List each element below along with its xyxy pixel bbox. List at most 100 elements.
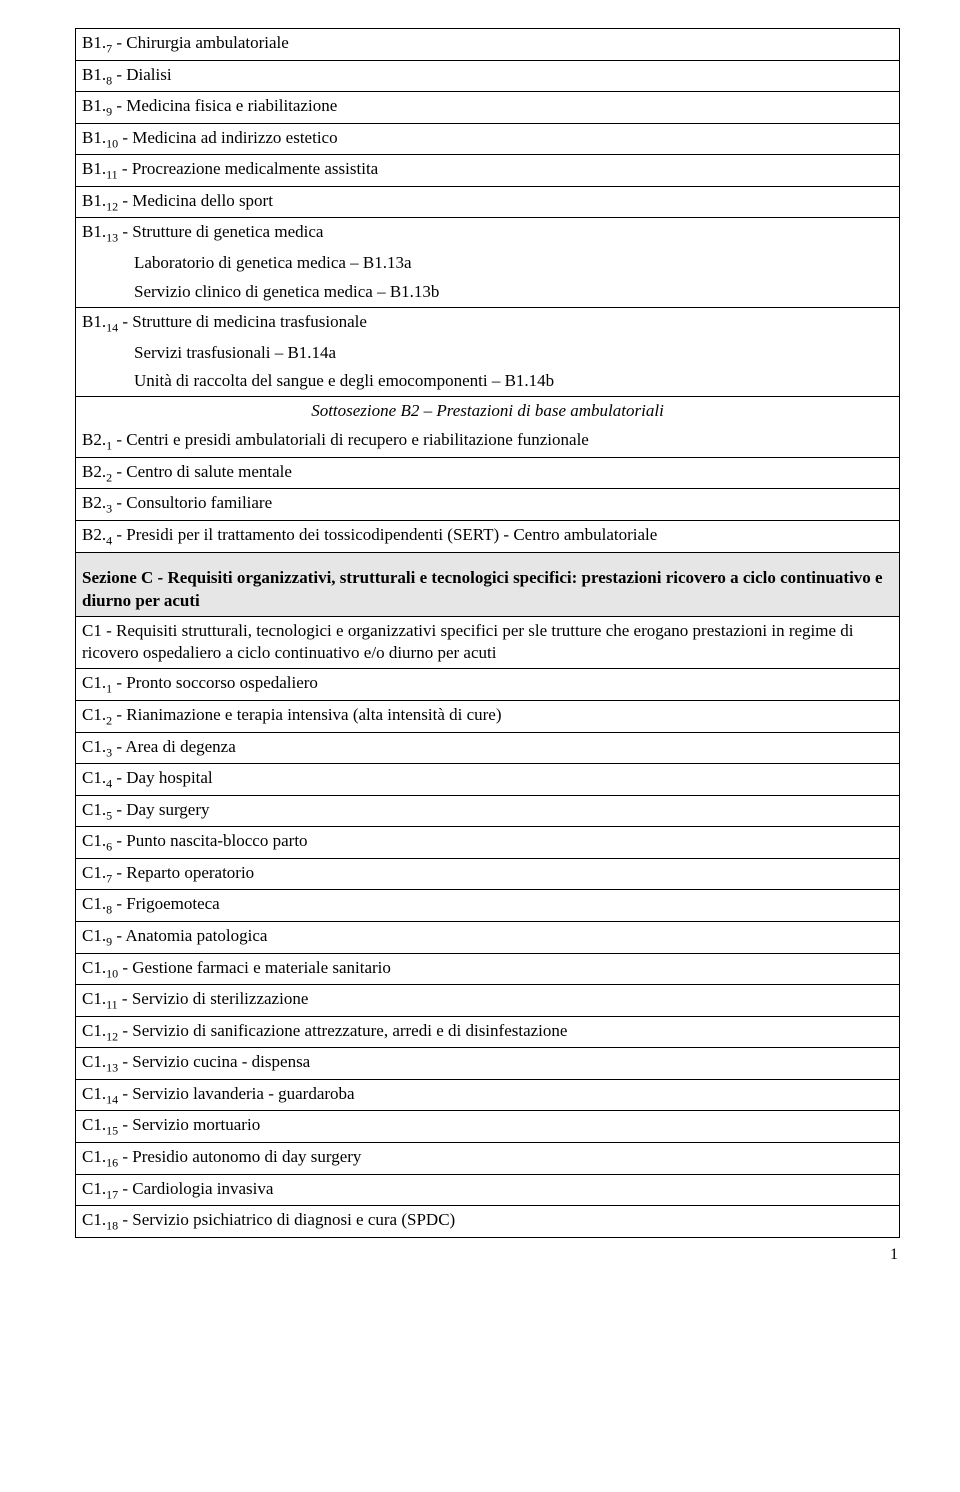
row-text: C1 - Requisiti strutturali, tecnologici … — [82, 621, 854, 663]
table-cell: Unità di raccolta del sangue e degli emo… — [76, 367, 900, 396]
table-row: C1.8 - Frigoemoteca — [76, 890, 900, 922]
code-prefix: B2. — [82, 430, 106, 449]
table-cell: B1.14 - Strutture di medicina trasfusion… — [76, 307, 900, 338]
table-cell: B1.13 - Strutture di genetica medica — [76, 218, 900, 249]
code-prefix: B2. — [82, 525, 106, 544]
row-text: - Frigoemoteca — [112, 894, 220, 913]
table-row: C1.7 - Reparto operatorio — [76, 858, 900, 890]
row-text: Sezione C - Requisiti organizzativi, str… — [82, 568, 883, 610]
row-text: - Cardiologia invasiva — [118, 1179, 273, 1198]
table-cell: C1.3 - Area di degenza — [76, 732, 900, 764]
table-cell: B1.10 - Medicina ad indirizzo estetico — [76, 123, 900, 155]
table-row: C1.13 - Servizio cucina - dispensa — [76, 1048, 900, 1080]
table-cell: Servizio clinico di genetica medica – B1… — [76, 278, 900, 307]
table-row: C1.6 - Punto nascita-blocco parto — [76, 827, 900, 859]
table-cell: C1.8 - Frigoemoteca — [76, 890, 900, 922]
code-prefix: C1. — [82, 831, 106, 850]
code-prefix: B1. — [82, 96, 106, 115]
table-row: B1.10 - Medicina ad indirizzo estetico — [76, 123, 900, 155]
code-prefix: C1. — [82, 1210, 106, 1229]
row-text: - Strutture di genetica medica — [118, 222, 323, 241]
code-subscript: 10 — [106, 966, 118, 980]
code-subscript: 11 — [106, 168, 118, 182]
table-row: Sezione C - Requisiti organizzativi, str… — [76, 552, 900, 616]
table-cell: C1.18 - Servizio psichiatrico di diagnos… — [76, 1206, 900, 1238]
code-prefix: C1. — [82, 926, 106, 945]
table-cell: C1.2 - Rianimazione e terapia intensiva … — [76, 700, 900, 732]
code-prefix: B2. — [82, 493, 106, 512]
row-text: - Servizio psichiatrico di diagnosi e cu… — [118, 1210, 455, 1229]
table-cell: C1.6 - Punto nascita-blocco parto — [76, 827, 900, 859]
table-row: C1.5 - Day surgery — [76, 795, 900, 827]
code-subscript: 14 — [106, 1092, 118, 1106]
code-prefix: B1. — [82, 222, 106, 241]
table-row: B1.11 - Procreazione medicalmente assist… — [76, 155, 900, 187]
table-cell: C1.7 - Reparto operatorio — [76, 858, 900, 890]
code-prefix: C1. — [82, 1084, 106, 1103]
row-text: - Reparto operatorio — [112, 863, 254, 882]
table-row: C1.3 - Area di degenza — [76, 732, 900, 764]
row-text: - Dialisi — [112, 65, 172, 84]
code-prefix: C1. — [82, 800, 106, 819]
row-text: - Servizio mortuario — [118, 1115, 260, 1134]
table-row: C1.10 - Gestione farmaci e materiale san… — [76, 953, 900, 985]
row-text: - Medicina ad indirizzo estetico — [118, 128, 338, 147]
row-text: - Rianimazione e terapia intensiva (alta… — [112, 705, 501, 724]
code-subscript: 17 — [106, 1187, 118, 1201]
row-text: Servizio clinico di genetica medica – B1… — [134, 282, 439, 301]
table-row: B1.8 - Dialisi — [76, 60, 900, 92]
table-cell: B2.1 - Centri e presidi ambulatoriali di… — [76, 426, 900, 457]
table-row: C1.18 - Servizio psichiatrico di diagnos… — [76, 1206, 900, 1238]
code-subscript: 12 — [106, 199, 118, 213]
table-row: C1.12 - Servizio di sanificazione attrez… — [76, 1016, 900, 1048]
table-cell: Servizi trasfusionali – B1.14a — [76, 339, 900, 368]
row-text: - Servizio cucina - dispensa — [118, 1052, 310, 1071]
row-text: - Area di degenza — [112, 737, 236, 756]
row-text: - Strutture di medicina trasfusionale — [118, 312, 367, 331]
row-text: - Servizio di sanificazione attrezzature… — [118, 1021, 567, 1040]
row-text: - Centro di salute mentale — [112, 462, 292, 481]
table-cell: C1.15 - Servizio mortuario — [76, 1111, 900, 1143]
table-row: B2.2 - Centro di salute mentale — [76, 457, 900, 489]
code-subscript: 12 — [106, 1029, 118, 1043]
table-row: C1.16 - Presidio autonomo di day surgery — [76, 1143, 900, 1175]
row-text: Laboratorio di genetica medica – B1.13a — [134, 253, 412, 272]
table-row: C1.11 - Servizio di sterilizzazione — [76, 985, 900, 1017]
row-text: - Pronto soccorso ospedaliero — [112, 673, 318, 692]
table-cell: C1.5 - Day surgery — [76, 795, 900, 827]
table-row: C1.15 - Servizio mortuario — [76, 1111, 900, 1143]
table-row: B2.4 - Presidi per il trattamento dei to… — [76, 521, 900, 553]
table-cell: C1.1 - Pronto soccorso ospedaliero — [76, 669, 900, 701]
row-text: - Day hospital — [112, 768, 213, 787]
row-text: - Consultorio familiare — [112, 493, 272, 512]
code-subscript: 18 — [106, 1219, 118, 1233]
table-row: Servizio clinico di genetica medica – B1… — [76, 278, 900, 307]
table-cell: C1 - Requisiti strutturali, tecnologici … — [76, 616, 900, 669]
code-prefix: C1. — [82, 1052, 106, 1071]
row-text: - Centri e presidi ambulatoriali di recu… — [112, 430, 589, 449]
code-prefix: B1. — [82, 65, 106, 84]
table-cell: C1.16 - Presidio autonomo di day surgery — [76, 1143, 900, 1175]
code-prefix: C1. — [82, 1021, 106, 1040]
table-cell: B1.9 - Medicina fisica e riabilitazione — [76, 92, 900, 124]
code-prefix: C1. — [82, 989, 106, 1008]
code-prefix: C1. — [82, 1147, 106, 1166]
table-cell: C1.12 - Servizio di sanificazione attrez… — [76, 1016, 900, 1048]
code-prefix: C1. — [82, 958, 106, 977]
code-prefix: B2. — [82, 462, 106, 481]
table-row: B1.14 - Strutture di medicina trasfusion… — [76, 307, 900, 338]
table-cell: B2.3 - Consultorio familiare — [76, 489, 900, 521]
code-prefix: C1. — [82, 768, 106, 787]
row-text: Sottosezione B2 – Prestazioni di base am… — [311, 401, 664, 420]
table-cell: B1.11 - Procreazione medicalmente assist… — [76, 155, 900, 187]
table-cell: C1.10 - Gestione farmaci e materiale san… — [76, 953, 900, 985]
table-cell: C1.13 - Servizio cucina - dispensa — [76, 1048, 900, 1080]
table-row: B1.13 - Strutture di genetica medica — [76, 218, 900, 249]
table-row: C1.17 - Cardiologia invasiva — [76, 1174, 900, 1206]
table-row: B1.9 - Medicina fisica e riabilitazione — [76, 92, 900, 124]
code-prefix: C1. — [82, 673, 106, 692]
table-cell: B2.2 - Centro di salute mentale — [76, 457, 900, 489]
row-text: Servizi trasfusionali – B1.14a — [134, 343, 336, 362]
code-subscript: 13 — [106, 1061, 118, 1075]
table-row: Servizi trasfusionali – B1.14a — [76, 339, 900, 368]
